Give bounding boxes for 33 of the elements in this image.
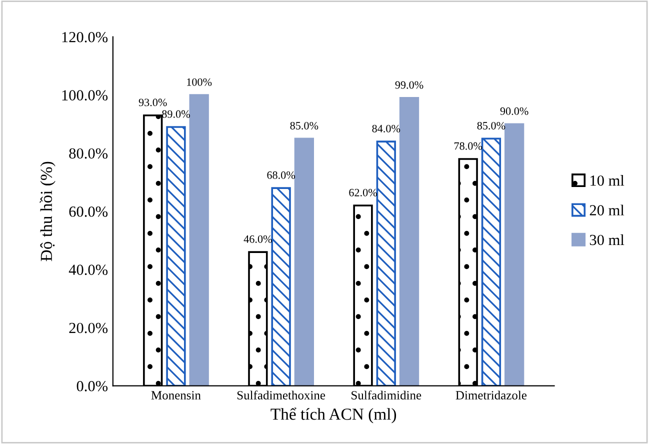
y-tick-label: 120.0% xyxy=(62,32,108,42)
x-tick-label: Monensin xyxy=(151,391,201,400)
data-label: 85.0% xyxy=(290,122,318,130)
y-tick-label: 100.0% xyxy=(62,90,108,101)
x-tick-label: Dimetridazole xyxy=(456,390,527,400)
data-label: 93.0% xyxy=(138,98,167,106)
y-tick-label: 40.0% xyxy=(68,264,108,276)
data-label: 68.0% xyxy=(267,171,296,179)
data-label: 84.0% xyxy=(372,124,400,132)
x-tick-label: Sulfadimidine xyxy=(352,390,422,400)
data-label: 100% xyxy=(187,78,212,86)
x-axis-title: Thể tích ACN (ml) xyxy=(270,408,396,424)
bar xyxy=(376,140,396,386)
bar xyxy=(166,126,186,386)
data-label: 89.0% xyxy=(162,110,190,118)
x-tick-label: Sulfadimethoxine xyxy=(237,390,326,400)
bar xyxy=(399,97,420,386)
data-label: 85.0% xyxy=(477,122,506,130)
legend-label: 30 ml xyxy=(590,234,624,246)
data-label: 99.0% xyxy=(395,81,424,89)
y-axis-title: Độ thu hồi (%) xyxy=(40,162,56,262)
y-tick-label: 20.0% xyxy=(69,322,108,334)
bar xyxy=(294,138,314,386)
y-tick-label: 0.0% xyxy=(76,380,108,392)
y-tick-label: 60.0% xyxy=(69,206,108,217)
bar xyxy=(481,138,502,386)
legend-label: 10 ml xyxy=(590,175,624,186)
bar xyxy=(271,187,291,386)
legend-label: 20 ml xyxy=(590,204,624,216)
y-tick-label: 80.0% xyxy=(69,148,108,159)
data-label: 90.0% xyxy=(500,107,528,115)
bar xyxy=(504,123,524,386)
bar xyxy=(189,94,209,386)
